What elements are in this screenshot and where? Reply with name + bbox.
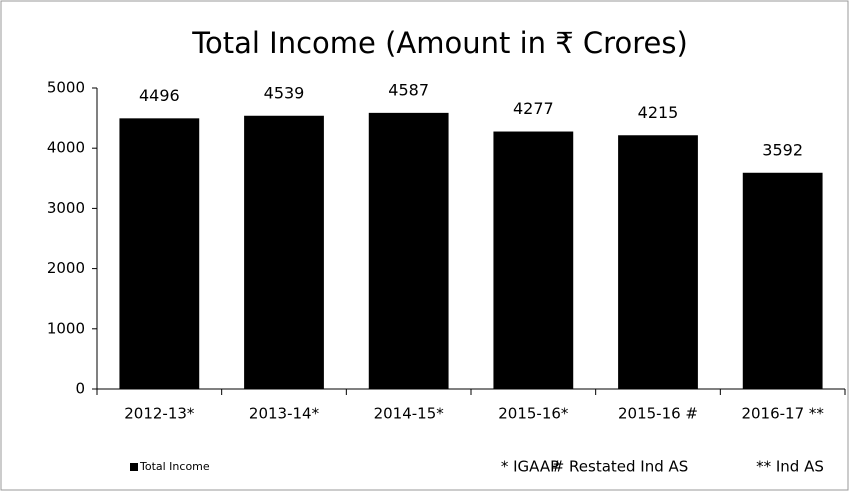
y-tick-label: 2000 bbox=[47, 259, 85, 277]
data-label: 4215 bbox=[638, 103, 679, 122]
x-tick-label: 2014-15* bbox=[374, 405, 445, 423]
annotation: ** Ind AS bbox=[756, 458, 824, 476]
data-label: 4587 bbox=[388, 80, 429, 99]
chart-title: Total Income (Amount in ₹ Crores) bbox=[191, 26, 688, 60]
legend-swatch bbox=[130, 463, 138, 471]
x-tick-label: 2016-17 ** bbox=[741, 405, 824, 423]
annotation: # Restated Ind AS bbox=[552, 458, 689, 476]
bar bbox=[493, 131, 574, 389]
x-tick-label: 2012-13* bbox=[124, 405, 195, 423]
x-tick-label: 2015-16* bbox=[498, 405, 569, 423]
x-tick-label: 2013-14* bbox=[249, 405, 320, 423]
y-tick-label: 1000 bbox=[47, 319, 85, 337]
data-label: 4496 bbox=[139, 86, 180, 105]
y-tick-label: 3000 bbox=[47, 199, 85, 217]
bar bbox=[742, 172, 823, 389]
x-tick-label: 2015-16 # bbox=[618, 405, 698, 423]
bar bbox=[618, 135, 698, 389]
annotation: * IGAAP bbox=[501, 458, 559, 476]
data-label: 4277 bbox=[513, 99, 554, 118]
data-label: 4539 bbox=[264, 83, 305, 102]
bar bbox=[119, 118, 200, 390]
bar bbox=[368, 112, 449, 389]
legend-label: Total Income bbox=[139, 460, 210, 473]
y-tick-label: 4000 bbox=[47, 139, 85, 157]
y-tick-label: 5000 bbox=[47, 79, 85, 97]
y-tick-label: 0 bbox=[75, 380, 85, 398]
bar bbox=[244, 115, 324, 389]
data-label: 3592 bbox=[762, 140, 803, 159]
